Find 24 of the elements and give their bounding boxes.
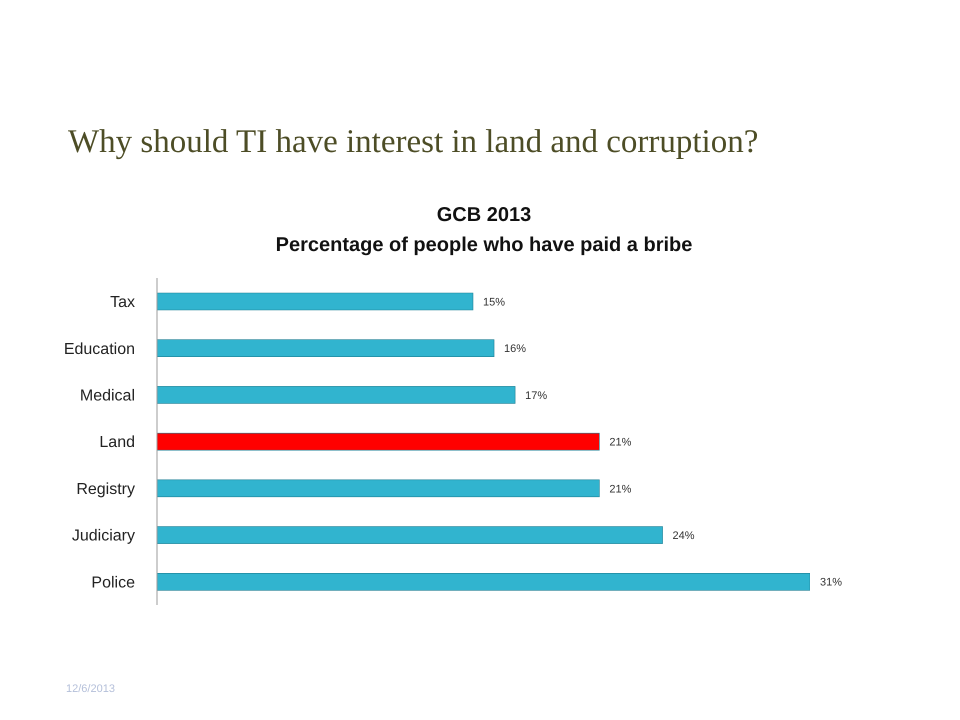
y-tick-label: Registry — [76, 480, 135, 498]
y-tick-label: Education — [64, 340, 135, 358]
bar — [157, 339, 494, 358]
bar — [157, 432, 600, 450]
bar — [157, 572, 810, 591]
y-tick-label: Land — [99, 434, 135, 452]
data-label: 16% — [504, 343, 526, 356]
bar — [157, 480, 600, 498]
bar — [157, 526, 663, 544]
chart-title: Why should TI have interest in land and corruption? — [68, 124, 758, 161]
data-label: 21% — [609, 436, 632, 449]
y-tick-label: Medical — [80, 387, 135, 404]
data-label: 21% — [609, 483, 632, 496]
data-label: 15% — [482, 296, 506, 308]
bar — [157, 292, 474, 310]
chart-subtitle: GCB 2013 Percentage of people who have paid a bribe — [276, 203, 692, 258]
data-label: 17% — [525, 390, 548, 402]
bar — [157, 386, 516, 404]
y-tick-label: Tax — [110, 294, 135, 312]
data-label: 31% — [820, 576, 842, 589]
data-label: 24% — [672, 530, 695, 542]
text: 12/6/2013 — [66, 683, 115, 695]
y-tick-label: Judiciary — [72, 528, 135, 545]
y-tick-label: Police — [91, 574, 136, 592]
